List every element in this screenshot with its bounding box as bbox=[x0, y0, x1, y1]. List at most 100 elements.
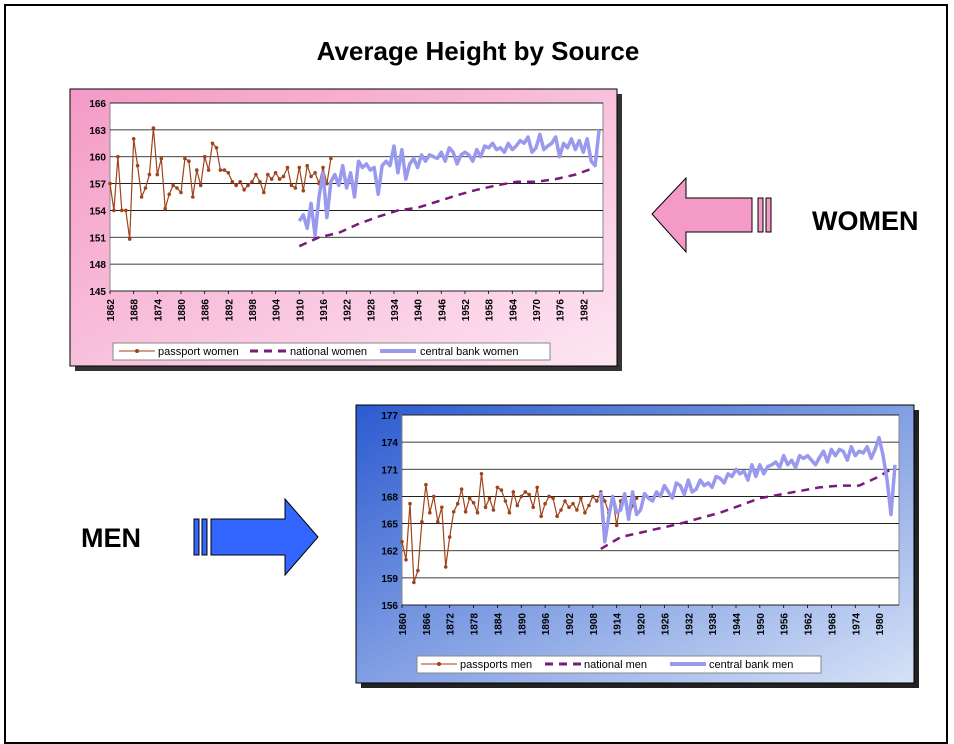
y-tick-label: 148 bbox=[89, 260, 106, 271]
y-tick-label: 159 bbox=[381, 574, 398, 585]
x-tick-label: 1866 bbox=[422, 613, 433, 636]
data-point bbox=[281, 174, 286, 179]
x-tick-label: 1910 bbox=[295, 299, 306, 322]
series-line-central-bank-men bbox=[599, 435, 897, 544]
x-tick-label: 1934 bbox=[390, 299, 401, 322]
data-point bbox=[305, 163, 310, 168]
x-tick-label: 1982 bbox=[579, 299, 590, 322]
data-point bbox=[183, 156, 187, 161]
y-tick-label: 163 bbox=[89, 126, 106, 137]
legend-marker bbox=[437, 662, 441, 666]
x-tick-label: 1946 bbox=[437, 299, 448, 322]
data-point bbox=[210, 141, 215, 146]
data-point bbox=[447, 535, 452, 539]
legend-central-bank-women: central bank women bbox=[420, 346, 518, 358]
series-line-central-bank-women bbox=[297, 129, 601, 238]
data-point bbox=[187, 159, 191, 163]
y-tick-label: 166 bbox=[89, 99, 106, 110]
data-point bbox=[230, 180, 235, 184]
data-point bbox=[167, 192, 171, 197]
data-point bbox=[404, 558, 408, 562]
x-tick-label: 1944 bbox=[732, 613, 743, 636]
x-tick-label: 1886 bbox=[201, 299, 212, 322]
x-tick-label: 1932 bbox=[684, 613, 695, 636]
data-point bbox=[614, 523, 619, 528]
series-line-national-men bbox=[600, 468, 892, 550]
data-point bbox=[313, 171, 317, 175]
data-point bbox=[527, 492, 531, 497]
data-point bbox=[297, 165, 302, 170]
men-arrow-icon bbox=[193, 497, 319, 577]
data-point bbox=[495, 485, 500, 490]
data-point bbox=[250, 180, 254, 184]
data-point bbox=[555, 514, 559, 519]
x-tick-label: 1884 bbox=[493, 613, 504, 636]
data-point bbox=[159, 156, 164, 161]
data-point bbox=[428, 510, 432, 515]
data-point bbox=[499, 488, 504, 492]
x-tick-label: 1958 bbox=[485, 299, 496, 322]
data-point bbox=[459, 487, 464, 492]
data-point bbox=[269, 177, 274, 181]
data-point bbox=[424, 482, 428, 487]
data-point bbox=[325, 181, 329, 186]
x-tick-label: 1916 bbox=[319, 299, 330, 322]
data-point bbox=[226, 171, 231, 175]
data-point bbox=[443, 565, 448, 569]
data-point bbox=[108, 181, 112, 186]
data-point bbox=[262, 190, 266, 195]
y-tick-label: 165 bbox=[381, 520, 398, 531]
x-tick-label: 1940 bbox=[414, 299, 425, 322]
x-tick-label: 1922 bbox=[343, 299, 354, 322]
data-point bbox=[587, 503, 591, 508]
data-point bbox=[155, 172, 160, 177]
data-point bbox=[563, 499, 567, 503]
y-tick-label: 177 bbox=[381, 411, 398, 422]
x-tick-label: 1860 bbox=[398, 613, 409, 636]
x-tick-label: 1928 bbox=[366, 299, 377, 322]
data-point bbox=[273, 171, 278, 175]
x-tick-label: 1868 bbox=[130, 299, 141, 322]
data-point bbox=[293, 186, 298, 190]
data-point bbox=[467, 496, 472, 501]
data-point bbox=[579, 496, 583, 501]
data-point bbox=[463, 510, 468, 514]
data-point bbox=[511, 490, 516, 494]
slide-graphics: 145 148 151 154 157 160 163 166 1862 1868 1874 188… bbox=[69, 88, 919, 688]
legend-passports-men: passports men bbox=[460, 659, 532, 671]
data-point bbox=[543, 501, 547, 506]
data-point bbox=[408, 501, 412, 506]
data-point bbox=[116, 154, 120, 159]
data-point bbox=[440, 505, 444, 510]
x-tick-label: 1970 bbox=[532, 299, 543, 322]
x-tick-label: 1914 bbox=[613, 613, 624, 636]
x-tick-label: 1964 bbox=[508, 299, 519, 322]
y-tick-label: 171 bbox=[381, 465, 398, 476]
data-point bbox=[277, 177, 282, 181]
data-point bbox=[120, 208, 124, 213]
data-point bbox=[321, 165, 325, 170]
data-point bbox=[266, 172, 270, 177]
legend-national-men: national men bbox=[584, 659, 647, 671]
data-point bbox=[127, 237, 132, 241]
x-tick-label: 1862 bbox=[106, 299, 117, 322]
legend-marker bbox=[135, 349, 139, 353]
y-tick-label: 168 bbox=[381, 492, 398, 503]
data-point bbox=[246, 183, 250, 188]
data-point bbox=[567, 505, 571, 510]
men-chart: 156 159 162 165 168 171 174 177 1860 1866 1872 187… bbox=[355, 404, 919, 688]
data-point bbox=[515, 503, 520, 508]
data-point bbox=[222, 168, 227, 172]
data-point bbox=[591, 494, 595, 499]
data-point bbox=[301, 188, 306, 193]
data-point bbox=[214, 146, 219, 150]
data-point bbox=[432, 494, 436, 499]
x-tick-label: 1872 bbox=[446, 613, 457, 636]
men-label: MEN bbox=[81, 523, 141, 553]
data-point bbox=[329, 156, 333, 161]
data-point bbox=[436, 520, 440, 524]
data-point bbox=[198, 183, 203, 188]
data-point bbox=[451, 510, 456, 514]
x-tick-label: 1980 bbox=[875, 613, 886, 636]
data-point bbox=[238, 180, 242, 184]
